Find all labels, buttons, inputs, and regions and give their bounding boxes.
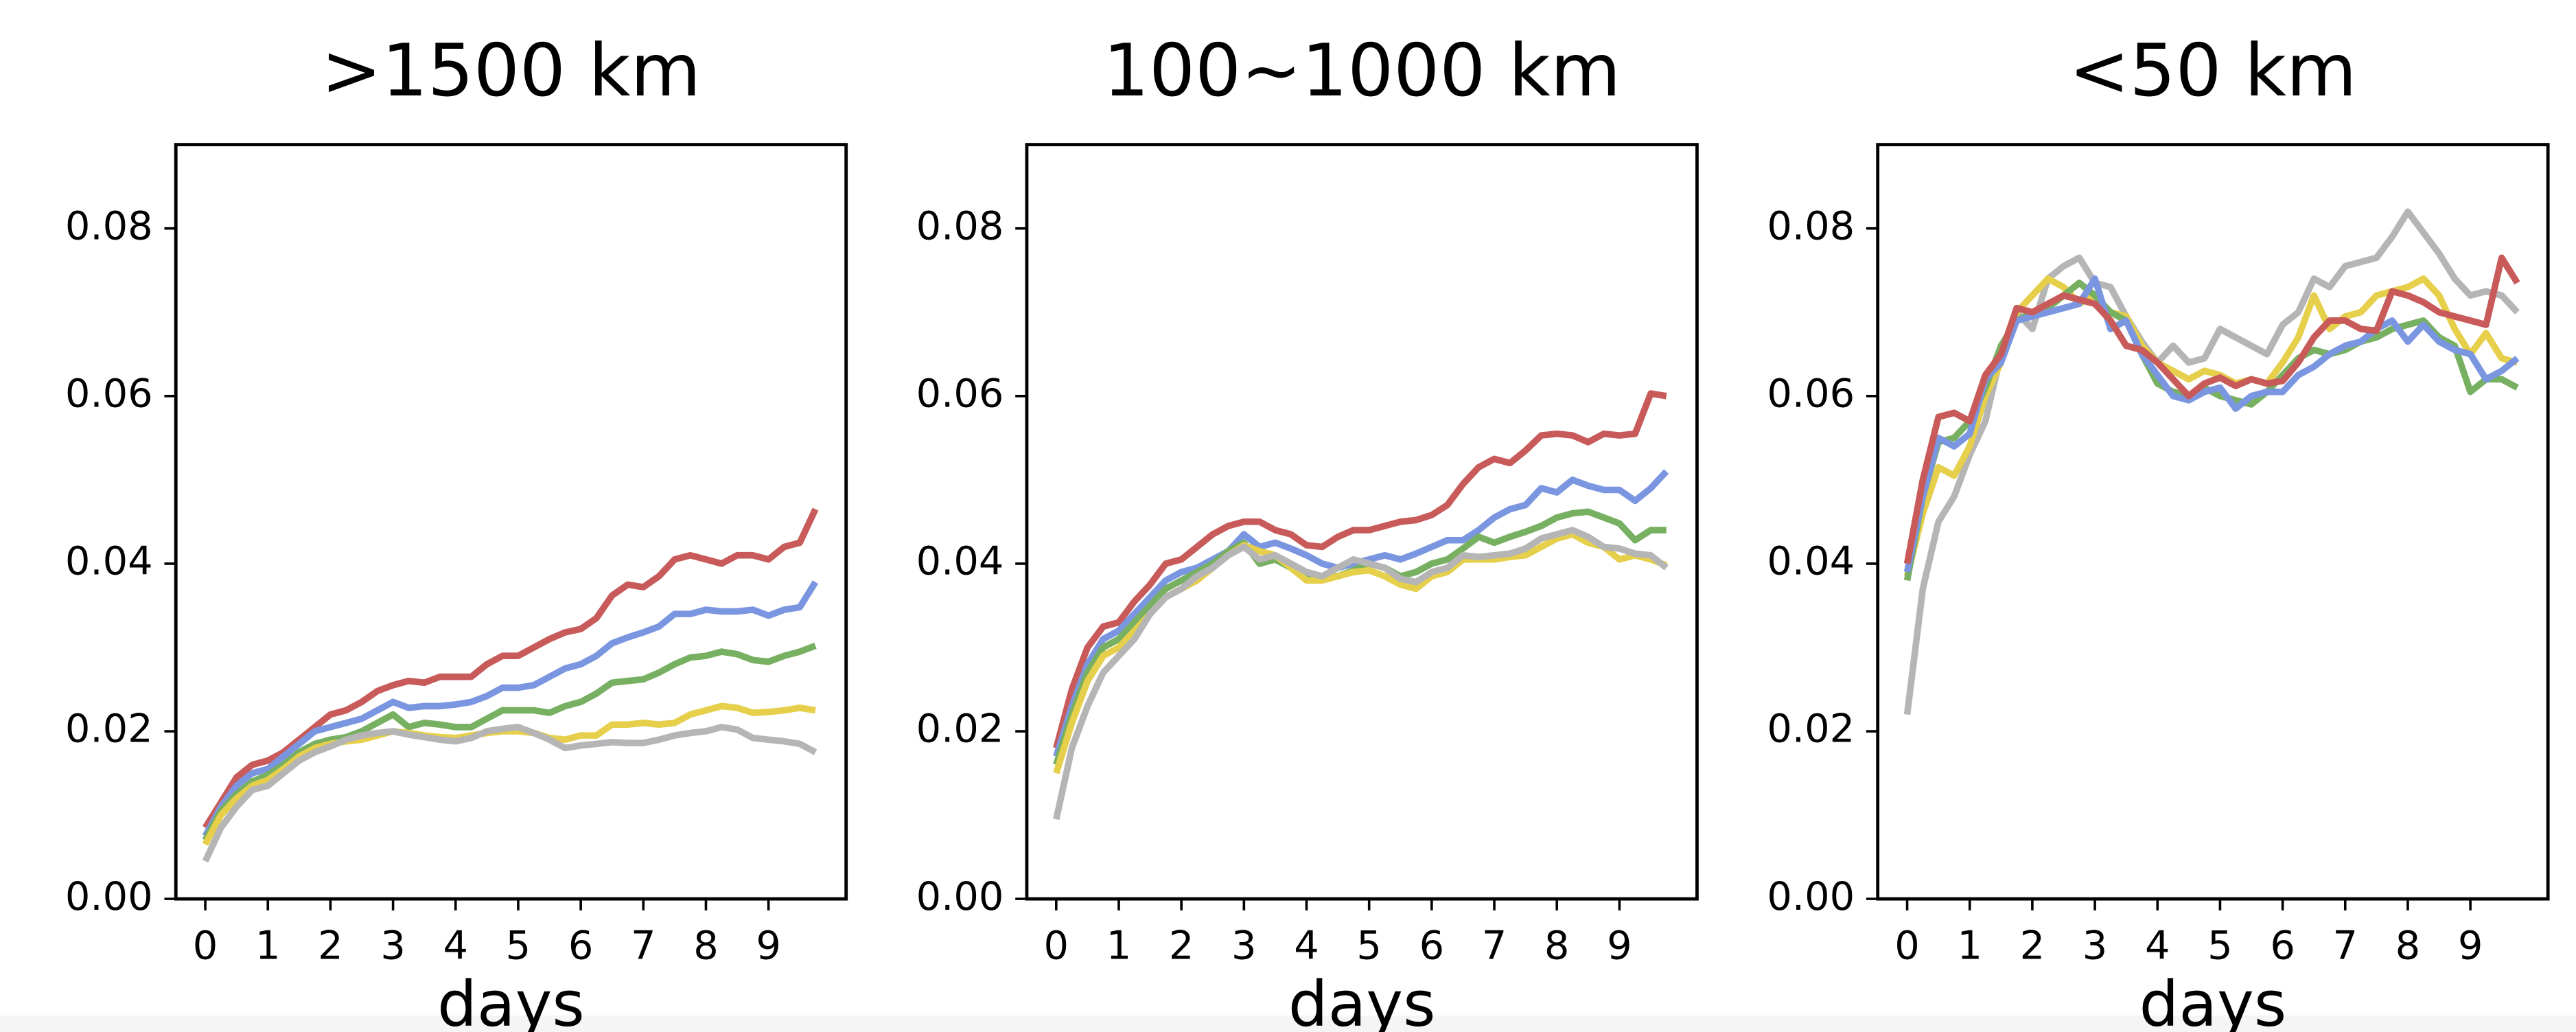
x-tick-label: 7 [2332,923,2358,969]
chart-title: 100~1000 km [1103,28,1621,113]
data-line [202,702,816,847]
x-tick-label: 6 [2270,923,2295,969]
data-line [1053,508,1667,766]
x-tick-label: 4 [443,923,469,969]
x-tick-label: 3 [1231,923,1257,969]
x-tick-label: 7 [631,923,656,969]
x-axis-label: days [2139,968,2287,1032]
x-tick-label: 1 [1106,923,1132,969]
y-tick-label: 0.04 [65,538,153,584]
bottom-strip [0,1016,2576,1032]
x-tick-label: 8 [2395,923,2421,969]
y-tick-label: 0.06 [1767,370,1855,416]
data-line [1903,275,2520,573]
y-tick-label: 0.00 [65,873,153,919]
x-tick-label: 0 [193,923,218,969]
y-tick-label: 0.08 [1767,203,1855,249]
y-tick-label: 0.08 [65,203,153,249]
x-tick-label: 9 [2458,923,2483,969]
y-tick-label: 0.02 [65,706,153,752]
x-tick-label: 2 [2020,923,2045,969]
data-line [202,507,819,829]
chart-title: <50 km [2069,28,2356,113]
y-tick-label: 0.02 [916,706,1004,752]
x-tick-label: 4 [1294,923,1319,969]
data-line [1053,527,1669,821]
x-tick-label: 6 [568,923,594,969]
x-axis-label: days [1288,968,1436,1032]
x-tick-label: 1 [255,923,281,969]
x-tick-label: 1 [1957,923,1982,969]
data-line [1053,531,1668,775]
axes-frame [1876,143,2550,901]
y-tick-label: 0.02 [1767,706,1855,752]
x-tick-label: 2 [318,923,343,969]
x-tick-label: 5 [1356,923,1382,969]
data-line [1053,390,1667,749]
x-tick-label: 0 [1044,923,1069,969]
data-line [1903,208,2520,715]
x-tick-label: 2 [1169,923,1194,969]
chart-title: >1500 km [321,28,701,113]
x-tick-label: 3 [2082,923,2108,969]
x-tick-label: 9 [756,923,781,969]
data-line [1903,254,2520,564]
axes-frame [174,143,848,901]
x-axis-label: days [437,968,585,1032]
x-tick-label: 8 [1544,923,1570,969]
x-tick-label: 0 [1894,923,1920,969]
axes-frame [1025,143,1699,901]
data-line [202,724,817,863]
y-tick-label: 0.04 [916,538,1004,584]
y-tick-label: 0.04 [1767,538,1855,584]
y-tick-label: 0.08 [916,203,1004,249]
y-tick-label: 0.06 [65,370,153,416]
data-line [202,643,817,842]
x-tick-label: 5 [2207,923,2233,969]
x-tick-label: 7 [1482,923,1507,969]
x-tick-label: 5 [506,923,531,969]
x-tick-label: 9 [1607,923,1632,969]
x-tick-label: 6 [1419,923,1445,969]
y-tick-label: 0.06 [916,370,1004,416]
data-line [202,580,819,838]
x-tick-label: 4 [2145,923,2170,969]
x-tick-label: 8 [693,923,719,969]
y-tick-label: 0.00 [916,873,1004,919]
y-tick-label: 0.00 [1767,873,1855,919]
x-tick-label: 3 [380,923,406,969]
